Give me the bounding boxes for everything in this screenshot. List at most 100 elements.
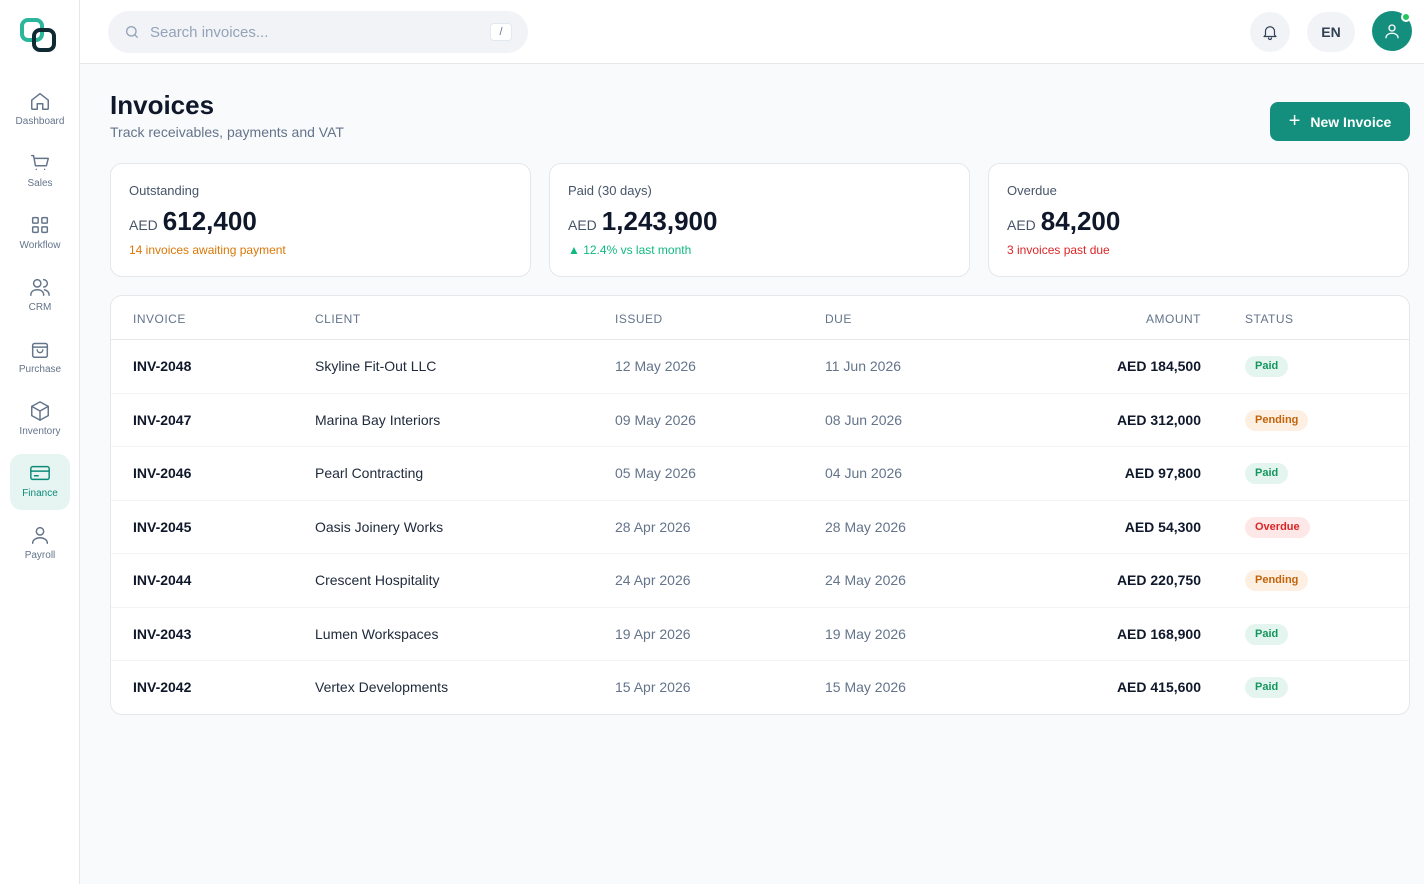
invoice-number[interactable]: INV-2045 xyxy=(133,518,192,535)
due-date: 04 Jun 2026 xyxy=(825,465,903,481)
due-date: 28 May 2026 xyxy=(825,518,906,535)
invoice-number[interactable]: INV-2048 xyxy=(133,358,192,374)
invoice-amount: AED 168,900 xyxy=(1116,625,1201,642)
column-header-status[interactable]: STATUS xyxy=(1245,312,1294,326)
search-shortcut-key: / xyxy=(490,23,512,41)
sidebar-item-label: Workflow xyxy=(19,240,61,251)
invoice-amount: AED 220,750 xyxy=(1116,572,1201,588)
issued-date: 19 Apr 2026 xyxy=(615,625,691,642)
stat-note: 3 invoices past due xyxy=(1007,243,1110,257)
client-name: Vertex Developments xyxy=(315,679,449,695)
search-bar[interactable]: / xyxy=(108,11,528,53)
search-icon xyxy=(126,26,138,38)
column-header-client[interactable]: CLIENT xyxy=(315,312,361,326)
status-badge: Pending xyxy=(1245,409,1309,431)
table-row[interactable]: INV-2047 Marina Bay Interiors 09 May 2026 0… xyxy=(111,394,1409,447)
table-row[interactable]: INV-2042 Vertex Developments 15 Apr 2026 15… xyxy=(111,661,1409,714)
issued-date: 12 May 2026 xyxy=(615,358,696,374)
sidebar: Dashboard Sales Workflow CRM Purchase In… xyxy=(0,0,80,884)
box-icon xyxy=(31,401,49,421)
bag-icon xyxy=(31,342,49,358)
sidebar-item-label: Dashboard xyxy=(15,116,65,127)
due-date: 11 Jun 2026 xyxy=(825,358,902,374)
search-input[interactable] xyxy=(150,23,470,41)
column-header-due[interactable]: DUE xyxy=(825,312,852,326)
card-icon xyxy=(30,465,50,481)
table-row[interactable]: INV-2044 Crescent Hospitality 24 Apr 2026 2… xyxy=(111,554,1409,608)
new-invoice-label: New Invoice xyxy=(1310,113,1392,130)
sidebar-item-label: Inventory xyxy=(19,426,61,437)
table-row[interactable]: INV-2046 Pearl Contracting 05 May 2026 04 J… xyxy=(111,447,1409,501)
notifications-button[interactable] xyxy=(1250,12,1290,52)
sidebar-item-purchase[interactable]: Purchase xyxy=(10,330,70,386)
sidebar-nav: Dashboard Sales Workflow CRM Purchase In… xyxy=(10,82,70,578)
client-name: Oasis Joinery Works xyxy=(315,518,444,535)
stat-amount: 1,243,900 xyxy=(601,206,718,236)
sidebar-item-label: Sales xyxy=(27,178,53,189)
stat-currency: AED xyxy=(568,217,597,233)
user-avatar-button[interactable] xyxy=(1372,11,1412,51)
column-header-issued[interactable]: ISSUED xyxy=(615,312,663,326)
table-row[interactable]: INV-2043 Lumen Workspaces 19 Apr 2026 19 Ma… xyxy=(111,608,1409,661)
invoice-number[interactable]: INV-2043 xyxy=(133,625,192,642)
due-date: 08 Jun 2026 xyxy=(825,411,903,428)
sidebar-item-payroll[interactable]: Payroll xyxy=(10,516,70,572)
sidebar-item-label: CRM xyxy=(28,302,52,313)
bell-icon xyxy=(1263,26,1277,41)
client-name: Crescent Hospitality xyxy=(315,572,440,588)
column-header-amount[interactable]: AMOUNT xyxy=(1146,312,1201,326)
table-header: INVOICE CLIENT ISSUED DUE AMOUNT STATUS xyxy=(111,296,1409,340)
stat-currency: AED xyxy=(1007,217,1036,233)
invoice-number[interactable]: INV-2047 xyxy=(133,411,192,428)
table-row[interactable]: INV-2045 Oasis Joinery Works 28 Apr 2026 28… xyxy=(111,501,1409,554)
client-name: Lumen Workspaces xyxy=(315,625,439,642)
stat-card-overdue: Overdue AED 84,200 3 invoices past due xyxy=(988,163,1409,277)
language-button[interactable]: EN xyxy=(1307,12,1355,52)
due-date: 15 May 2026 xyxy=(825,679,906,695)
page-title: Invoices xyxy=(110,90,215,120)
status-badge: Paid xyxy=(1245,677,1289,698)
stat-currency: AED xyxy=(129,217,158,233)
issued-date: 15 Apr 2026 xyxy=(615,679,691,695)
status-badge: Paid xyxy=(1245,356,1289,377)
invoice-number[interactable]: INV-2042 xyxy=(133,679,192,695)
invoice-number[interactable]: INV-2044 xyxy=(133,572,192,588)
sidebar-item-crm[interactable]: CRM xyxy=(10,268,70,324)
sidebar-item-finance[interactable]: Finance xyxy=(10,454,70,510)
stat-amount: 612,400 xyxy=(162,206,257,236)
due-date: 24 May 2026 xyxy=(825,572,906,588)
invoice-amount: AED 97,800 xyxy=(1124,465,1201,481)
stat-label: Paid (30 days) xyxy=(568,183,652,198)
client-name: Pearl Contracting xyxy=(315,465,424,481)
table-body: INV-2048 Skyline Fit-Out LLC 12 May 2026 11… xyxy=(111,340,1409,714)
sidebar-item-inventory[interactable]: Inventory xyxy=(10,392,70,448)
status-badge: Paid xyxy=(1245,623,1289,645)
invoice-number[interactable]: INV-2046 xyxy=(133,465,192,481)
issued-date: 05 May 2026 xyxy=(615,465,696,481)
client-name: Skyline Fit-Out LLC xyxy=(315,358,437,374)
stat-note: ▲ 12.4% vs last month xyxy=(568,243,692,257)
client-name: Marina Bay Interiors xyxy=(315,411,441,428)
stat-card-paid: Paid (30 days) AED 1,243,900 ▲ 12.4% vs … xyxy=(549,163,970,277)
new-invoice-button[interactable]: + New Invoice xyxy=(1270,102,1410,141)
invoice-amount: AED 415,600 xyxy=(1116,679,1201,695)
invoice-amount: AED 184,500 xyxy=(1116,358,1201,374)
page-subtitle: Track receivables, payments and VAT xyxy=(110,124,344,140)
app-logo[interactable] xyxy=(20,18,58,52)
user-icon xyxy=(31,526,49,544)
status-badge: Overdue xyxy=(1245,516,1310,538)
sidebar-item-sales[interactable]: Sales xyxy=(10,144,70,200)
invoices-table: INVOICE CLIENT ISSUED DUE AMOUNT STATUS … xyxy=(110,295,1410,715)
sidebar-item-label: Payroll xyxy=(24,550,56,561)
plus-icon: + xyxy=(1288,109,1301,132)
top-bar: / EN xyxy=(80,0,1424,64)
sidebar-item-dashboard[interactable]: Dashboard xyxy=(10,82,70,138)
stat-card-outstanding: Outstanding AED 612,400 14 invoices awai… xyxy=(110,163,531,277)
issued-date: 28 Apr 2026 xyxy=(615,518,691,535)
sidebar-item-workflow[interactable]: Workflow xyxy=(10,206,70,262)
table-row[interactable]: INV-2048 Skyline Fit-Out LLC 12 May 2026 11… xyxy=(111,340,1409,394)
column-header-invoice[interactable]: INVOICE xyxy=(133,312,186,326)
status-badge: Pending xyxy=(1245,570,1309,591)
users-icon xyxy=(30,278,50,296)
cart-icon xyxy=(31,154,49,171)
